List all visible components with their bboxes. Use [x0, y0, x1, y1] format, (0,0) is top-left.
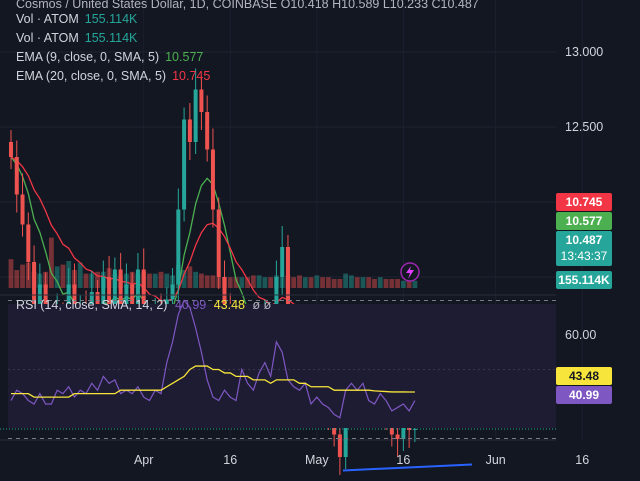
volume-bar [250, 275, 256, 288]
volume-bar [308, 277, 314, 288]
time-tick-label: 16 [396, 453, 410, 467]
volume-bar [297, 275, 302, 288]
volume-bar [366, 277, 372, 288]
volume-bar [377, 277, 383, 288]
candle-body [193, 89, 198, 142]
price-tick-label: 12.500 [565, 120, 603, 134]
volume-bar [302, 277, 308, 288]
rsi-ma-line [11, 365, 415, 398]
price-tick-label: 12.000 [565, 195, 603, 209]
candle-body [124, 284, 129, 315]
candle-body [135, 269, 140, 307]
candle-body [285, 247, 290, 322]
time-tick-label: 16 [575, 453, 589, 467]
volume-bar [147, 273, 152, 288]
candle-body [26, 224, 31, 262]
volume-bar [412, 280, 418, 288]
candle-body [170, 284, 175, 300]
time-tick-label: Apr [134, 453, 153, 467]
candle-body [37, 284, 42, 322]
rsi-band-background [8, 304, 556, 428]
candle-body [141, 269, 146, 330]
alert-icon[interactable] [400, 262, 420, 282]
volume-bar [199, 273, 204, 288]
volume-bar [60, 264, 66, 288]
volume-bar [291, 277, 297, 288]
volume-bar [331, 279, 337, 288]
volume-bar [158, 271, 164, 288]
price-tick-label: 13.000 [565, 45, 603, 59]
volume-bar [14, 270, 20, 288]
candle-body [182, 119, 187, 210]
time-tick-label: May [305, 453, 329, 467]
candle-body [176, 209, 181, 285]
volume-bar [337, 279, 343, 288]
candle-body [412, 428, 417, 430]
price-tick-label: 11.500 [565, 270, 602, 284]
candle-body [401, 419, 406, 439]
volume-bar [400, 280, 406, 288]
volume-bar [314, 275, 320, 288]
candle-body [32, 262, 37, 322]
candle-body [187, 119, 192, 142]
rsi-tick-label: 60.00 [565, 328, 596, 342]
volume-bar [227, 277, 233, 288]
time-tick-label: Jun [486, 453, 506, 467]
candle-body [14, 157, 19, 195]
volume-bar [245, 277, 250, 288]
volume-bar [152, 273, 158, 288]
volume-bar [256, 275, 262, 288]
volume-bar [325, 277, 331, 288]
candle-body [210, 149, 215, 210]
volume-bar [83, 273, 89, 288]
volume-bar [354, 277, 360, 288]
candle-body [199, 89, 204, 112]
candle-body [337, 434, 342, 457]
volume-bar [187, 266, 193, 288]
volume-bar [8, 259, 14, 288]
candle-body [112, 269, 117, 307]
volume-bar [181, 270, 187, 288]
volume-bar [383, 279, 389, 288]
volume-bar [210, 275, 216, 288]
volume-bar [164, 273, 170, 288]
candle-body [118, 269, 123, 315]
volume-bar [343, 273, 349, 288]
volume-bar [204, 275, 210, 288]
volume-bar [193, 271, 199, 288]
volume-bar [54, 266, 60, 288]
time-tick-label: 16 [223, 453, 237, 467]
candle-body [101, 277, 106, 322]
volume-bar [360, 277, 366, 288]
candle-body [280, 247, 285, 277]
volume-bar [20, 264, 25, 288]
volume-bar [233, 277, 239, 288]
volume-bar [48, 237, 54, 288]
candle-body [107, 277, 112, 307]
rsi-line [10, 299, 416, 419]
volume-bar [239, 277, 245, 288]
volume-bar [77, 262, 83, 288]
volume-bar [395, 279, 400, 288]
volume-bar [406, 279, 412, 288]
volume-bar [95, 271, 100, 288]
volume-bar [389, 279, 395, 288]
volume-bar [268, 277, 274, 288]
volume-bar [372, 279, 377, 288]
candle-body [395, 434, 400, 439]
candle-body [20, 194, 25, 225]
candle-body [222, 277, 227, 315]
volume-bar [349, 275, 354, 288]
candle-body [205, 112, 210, 150]
candle-body [130, 284, 135, 307]
rsi-pane [8, 299, 556, 439]
level-line [342, 463, 473, 472]
candle-body [216, 209, 221, 277]
volume-bar [262, 277, 268, 288]
volume-bar [320, 277, 325, 288]
candle-body [9, 142, 13, 157]
